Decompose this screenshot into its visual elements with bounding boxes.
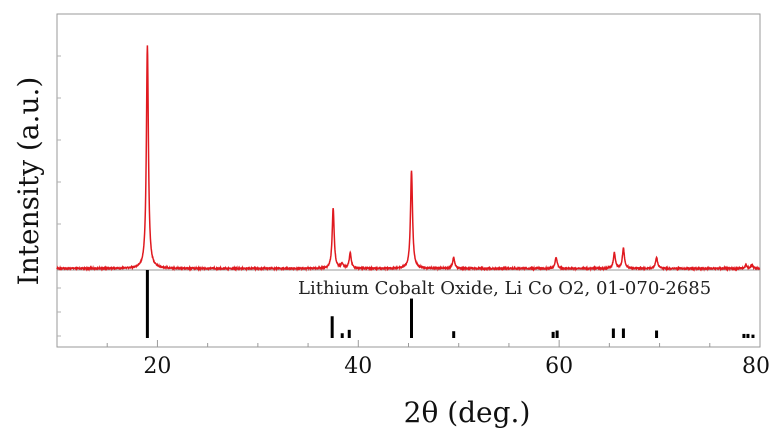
series-line-xrd-pattern: [56, 45, 761, 272]
reference-pattern: [145, 270, 755, 338]
tick-marks: [57, 55, 761, 347]
y-axis-title: Intensity (a.u.): [12, 77, 45, 286]
x-tick-label: 60: [545, 354, 573, 379]
x-axis-title: 2θ (deg.): [404, 396, 531, 429]
reference-label: Lithium Cobalt Oxide, Li Co O2, 01-070-2…: [298, 278, 711, 299]
x-tick-label: 40: [344, 354, 372, 379]
x-tick-label: 80: [742, 354, 770, 379]
x-tick-labels: 20 40 60 80: [143, 354, 770, 379]
x-tick-label: 20: [143, 354, 171, 379]
